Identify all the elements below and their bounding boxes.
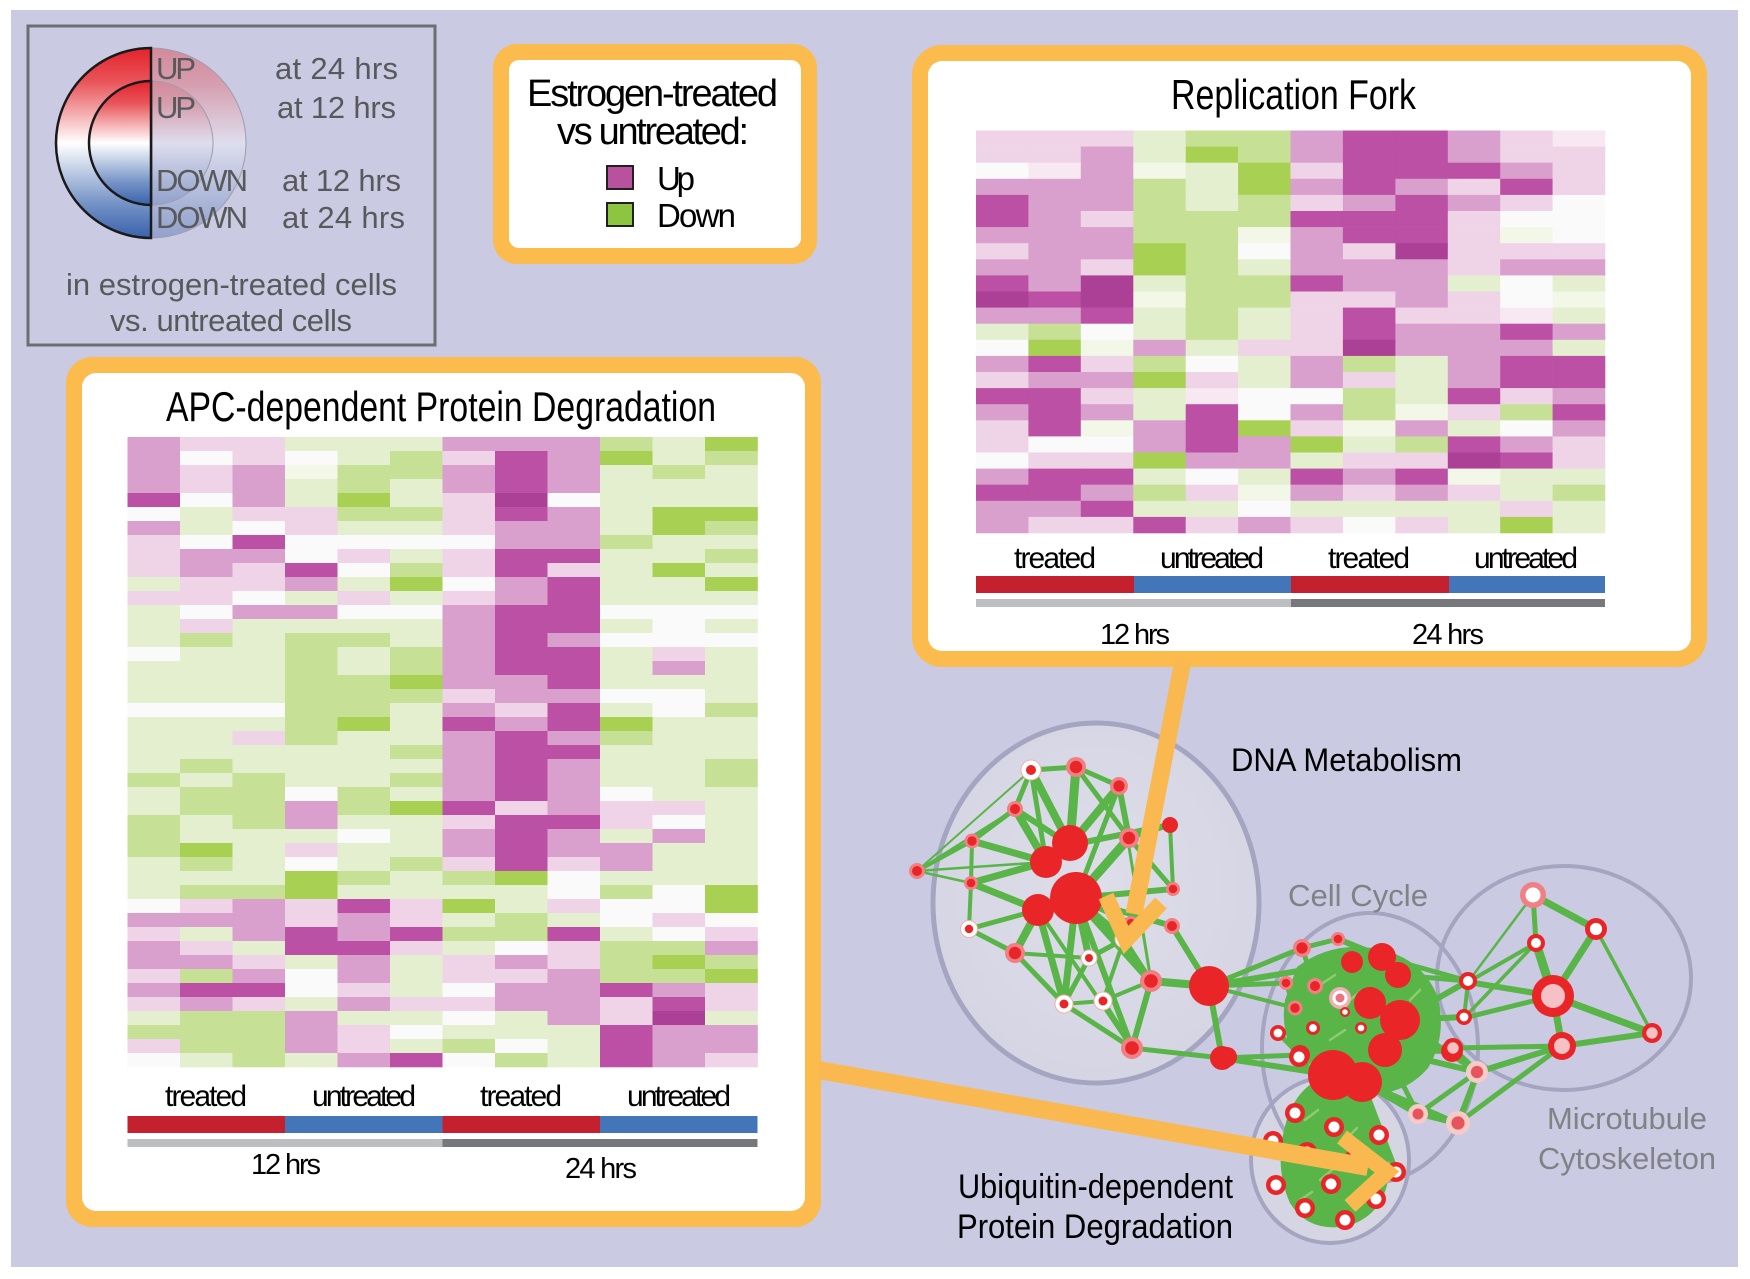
svg-text:12 hrs: 12 hrs — [1100, 619, 1170, 651]
svg-text:at 24 hrs: at 24 hrs — [282, 200, 405, 235]
svg-text:untreated: untreated — [1474, 542, 1578, 575]
svg-text:12 hrs: 12 hrs — [251, 1149, 321, 1181]
svg-text:untreated: untreated — [312, 1080, 416, 1113]
svg-text:Down: Down — [657, 197, 736, 234]
svg-text:vs untreated:: vs untreated: — [557, 111, 749, 153]
svg-text:treated: treated — [1014, 542, 1096, 575]
svg-text:Estrogen-treated: Estrogen-treated — [527, 73, 778, 115]
svg-text:at 12 hrs: at 12 hrs — [277, 90, 396, 125]
svg-text:DNA Metabolism: DNA Metabolism — [1231, 742, 1462, 778]
svg-text:at 24 hrs: at 24 hrs — [275, 51, 398, 86]
svg-text:Protein Degradation: Protein Degradation — [957, 1208, 1233, 1246]
svg-text:Up: Up — [657, 160, 695, 197]
svg-text:Cytoskeleton: Cytoskeleton — [1538, 1141, 1716, 1176]
svg-text:treated: treated — [480, 1080, 562, 1113]
svg-text:DOWN: DOWN — [156, 163, 248, 198]
svg-text:Ubiquitin-dependent: Ubiquitin-dependent — [958, 1168, 1233, 1206]
svg-text:untreated: untreated — [627, 1080, 731, 1113]
svg-text:Microtubule: Microtubule — [1547, 1101, 1707, 1136]
svg-text:24 hrs: 24 hrs — [1412, 619, 1484, 651]
svg-text:treated: treated — [1328, 542, 1410, 575]
svg-text:DOWN: DOWN — [156, 200, 248, 235]
svg-text:UP: UP — [156, 90, 196, 125]
svg-text:Replication Fork: Replication Fork — [1171, 71, 1417, 118]
svg-text:at 12 hrs: at 12 hrs — [282, 163, 401, 198]
svg-text:in estrogen-treated cells: in estrogen-treated cells — [66, 267, 397, 302]
svg-text:UP: UP — [156, 51, 196, 86]
svg-text:untreated: untreated — [1160, 542, 1264, 575]
svg-text:24 hrs: 24 hrs — [565, 1153, 637, 1185]
svg-text:APC-dependent Protein Degradat: APC-dependent Protein Degradation — [166, 383, 716, 430]
svg-text:Cell Cycle: Cell Cycle — [1288, 878, 1428, 913]
svg-text:vs. untreated cells: vs. untreated cells — [110, 303, 352, 338]
svg-text:treated: treated — [165, 1080, 247, 1113]
